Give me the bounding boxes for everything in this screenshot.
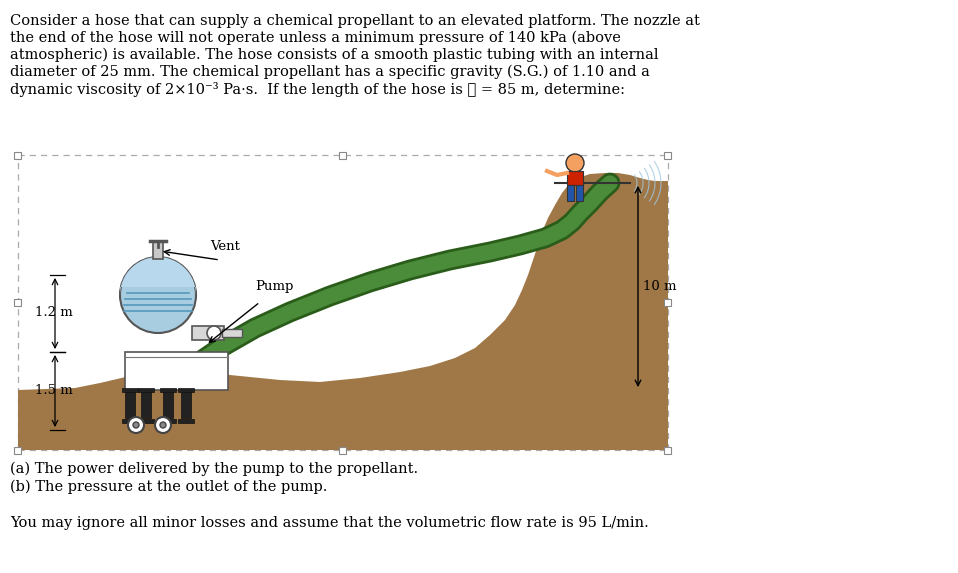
- Text: 1.2 m: 1.2 m: [35, 307, 73, 320]
- Bar: [567, 185, 574, 201]
- Bar: [222, 329, 242, 337]
- Polygon shape: [18, 173, 668, 450]
- Text: (a) The power delivered by the pump to the propellant.: (a) The power delivered by the pump to t…: [10, 462, 418, 476]
- Text: dynamic viscosity of 2×10⁻³ Pa·s.  If the length of the hose is ℒ = 85 m, determ: dynamic viscosity of 2×10⁻³ Pa·s. If the…: [10, 82, 625, 97]
- Circle shape: [566, 154, 584, 172]
- Text: Consider a hose that can supply a chemical propellant to an elevated platform. T: Consider a hose that can supply a chemic…: [10, 14, 700, 28]
- Circle shape: [160, 422, 166, 428]
- Bar: [125, 390, 135, 418]
- Bar: [160, 419, 176, 423]
- Bar: [181, 390, 191, 418]
- Circle shape: [155, 417, 171, 433]
- Circle shape: [207, 326, 221, 340]
- Text: You may ignore all minor losses and assume that the volumetric flow rate is 95 L: You may ignore all minor losses and assu…: [10, 516, 649, 530]
- Bar: [665, 151, 672, 159]
- Text: atmospheric) is available. The hose consists of a smooth plastic tubing with an : atmospheric) is available. The hose cons…: [10, 48, 658, 62]
- Bar: [192, 326, 224, 340]
- Bar: [125, 352, 228, 390]
- Bar: [576, 185, 583, 201]
- Bar: [138, 419, 154, 423]
- Bar: [14, 299, 21, 306]
- Bar: [122, 388, 138, 392]
- Bar: [339, 151, 347, 159]
- Text: (b) The pressure at the outlet of the pump.: (b) The pressure at the outlet of the pu…: [10, 480, 328, 494]
- Bar: [178, 419, 194, 423]
- Bar: [141, 390, 151, 418]
- Bar: [122, 419, 138, 423]
- Text: diameter of 25 mm. The chemical propellant has a specific gravity (S.G.) of 1.10: diameter of 25 mm. The chemical propella…: [10, 65, 650, 80]
- Bar: [14, 446, 21, 453]
- Bar: [163, 390, 173, 418]
- Bar: [138, 388, 154, 392]
- Text: Pump: Pump: [255, 280, 293, 293]
- Circle shape: [128, 417, 144, 433]
- Polygon shape: [120, 257, 196, 295]
- Bar: [665, 299, 672, 306]
- Bar: [14, 151, 21, 159]
- Text: Vent: Vent: [210, 240, 240, 253]
- Bar: [178, 388, 194, 392]
- Bar: [567, 171, 583, 185]
- Bar: [339, 446, 347, 453]
- Text: 10 m: 10 m: [643, 280, 676, 292]
- Text: 1.5 m: 1.5 m: [35, 384, 73, 398]
- Bar: [160, 388, 176, 392]
- Circle shape: [120, 257, 196, 333]
- Circle shape: [133, 422, 139, 428]
- Bar: [153, 241, 163, 259]
- Bar: [665, 446, 672, 453]
- Text: the end of the hose will not operate unless a minimum pressure of 140 kPa (above: the end of the hose will not operate unl…: [10, 31, 621, 45]
